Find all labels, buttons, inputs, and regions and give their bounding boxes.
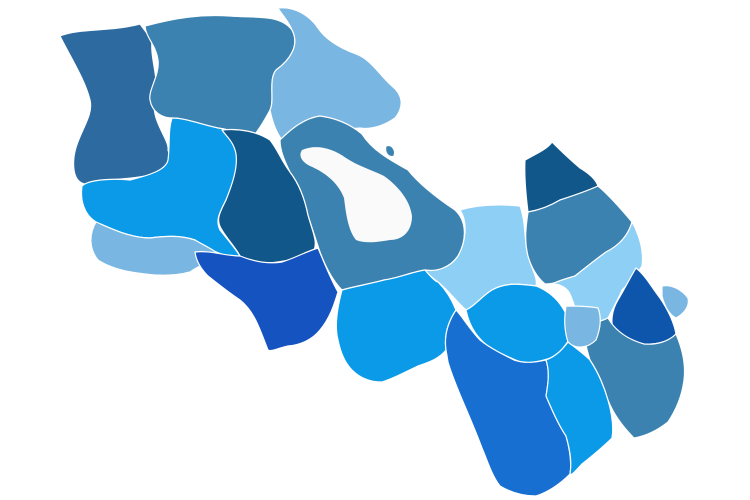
region-south-middle[interactable] (335, 269, 457, 383)
lake (300, 147, 412, 243)
region-southeast[interactable] (581, 317, 686, 439)
region-exclave[interactable] (385, 145, 396, 158)
region-east-islet[interactable] (661, 285, 689, 319)
region-south-central[interactable] (194, 247, 339, 352)
region-small-pocket[interactable] (564, 305, 601, 348)
regions-layer (59, 7, 689, 497)
region-south-light-band[interactable] (545, 341, 614, 475)
